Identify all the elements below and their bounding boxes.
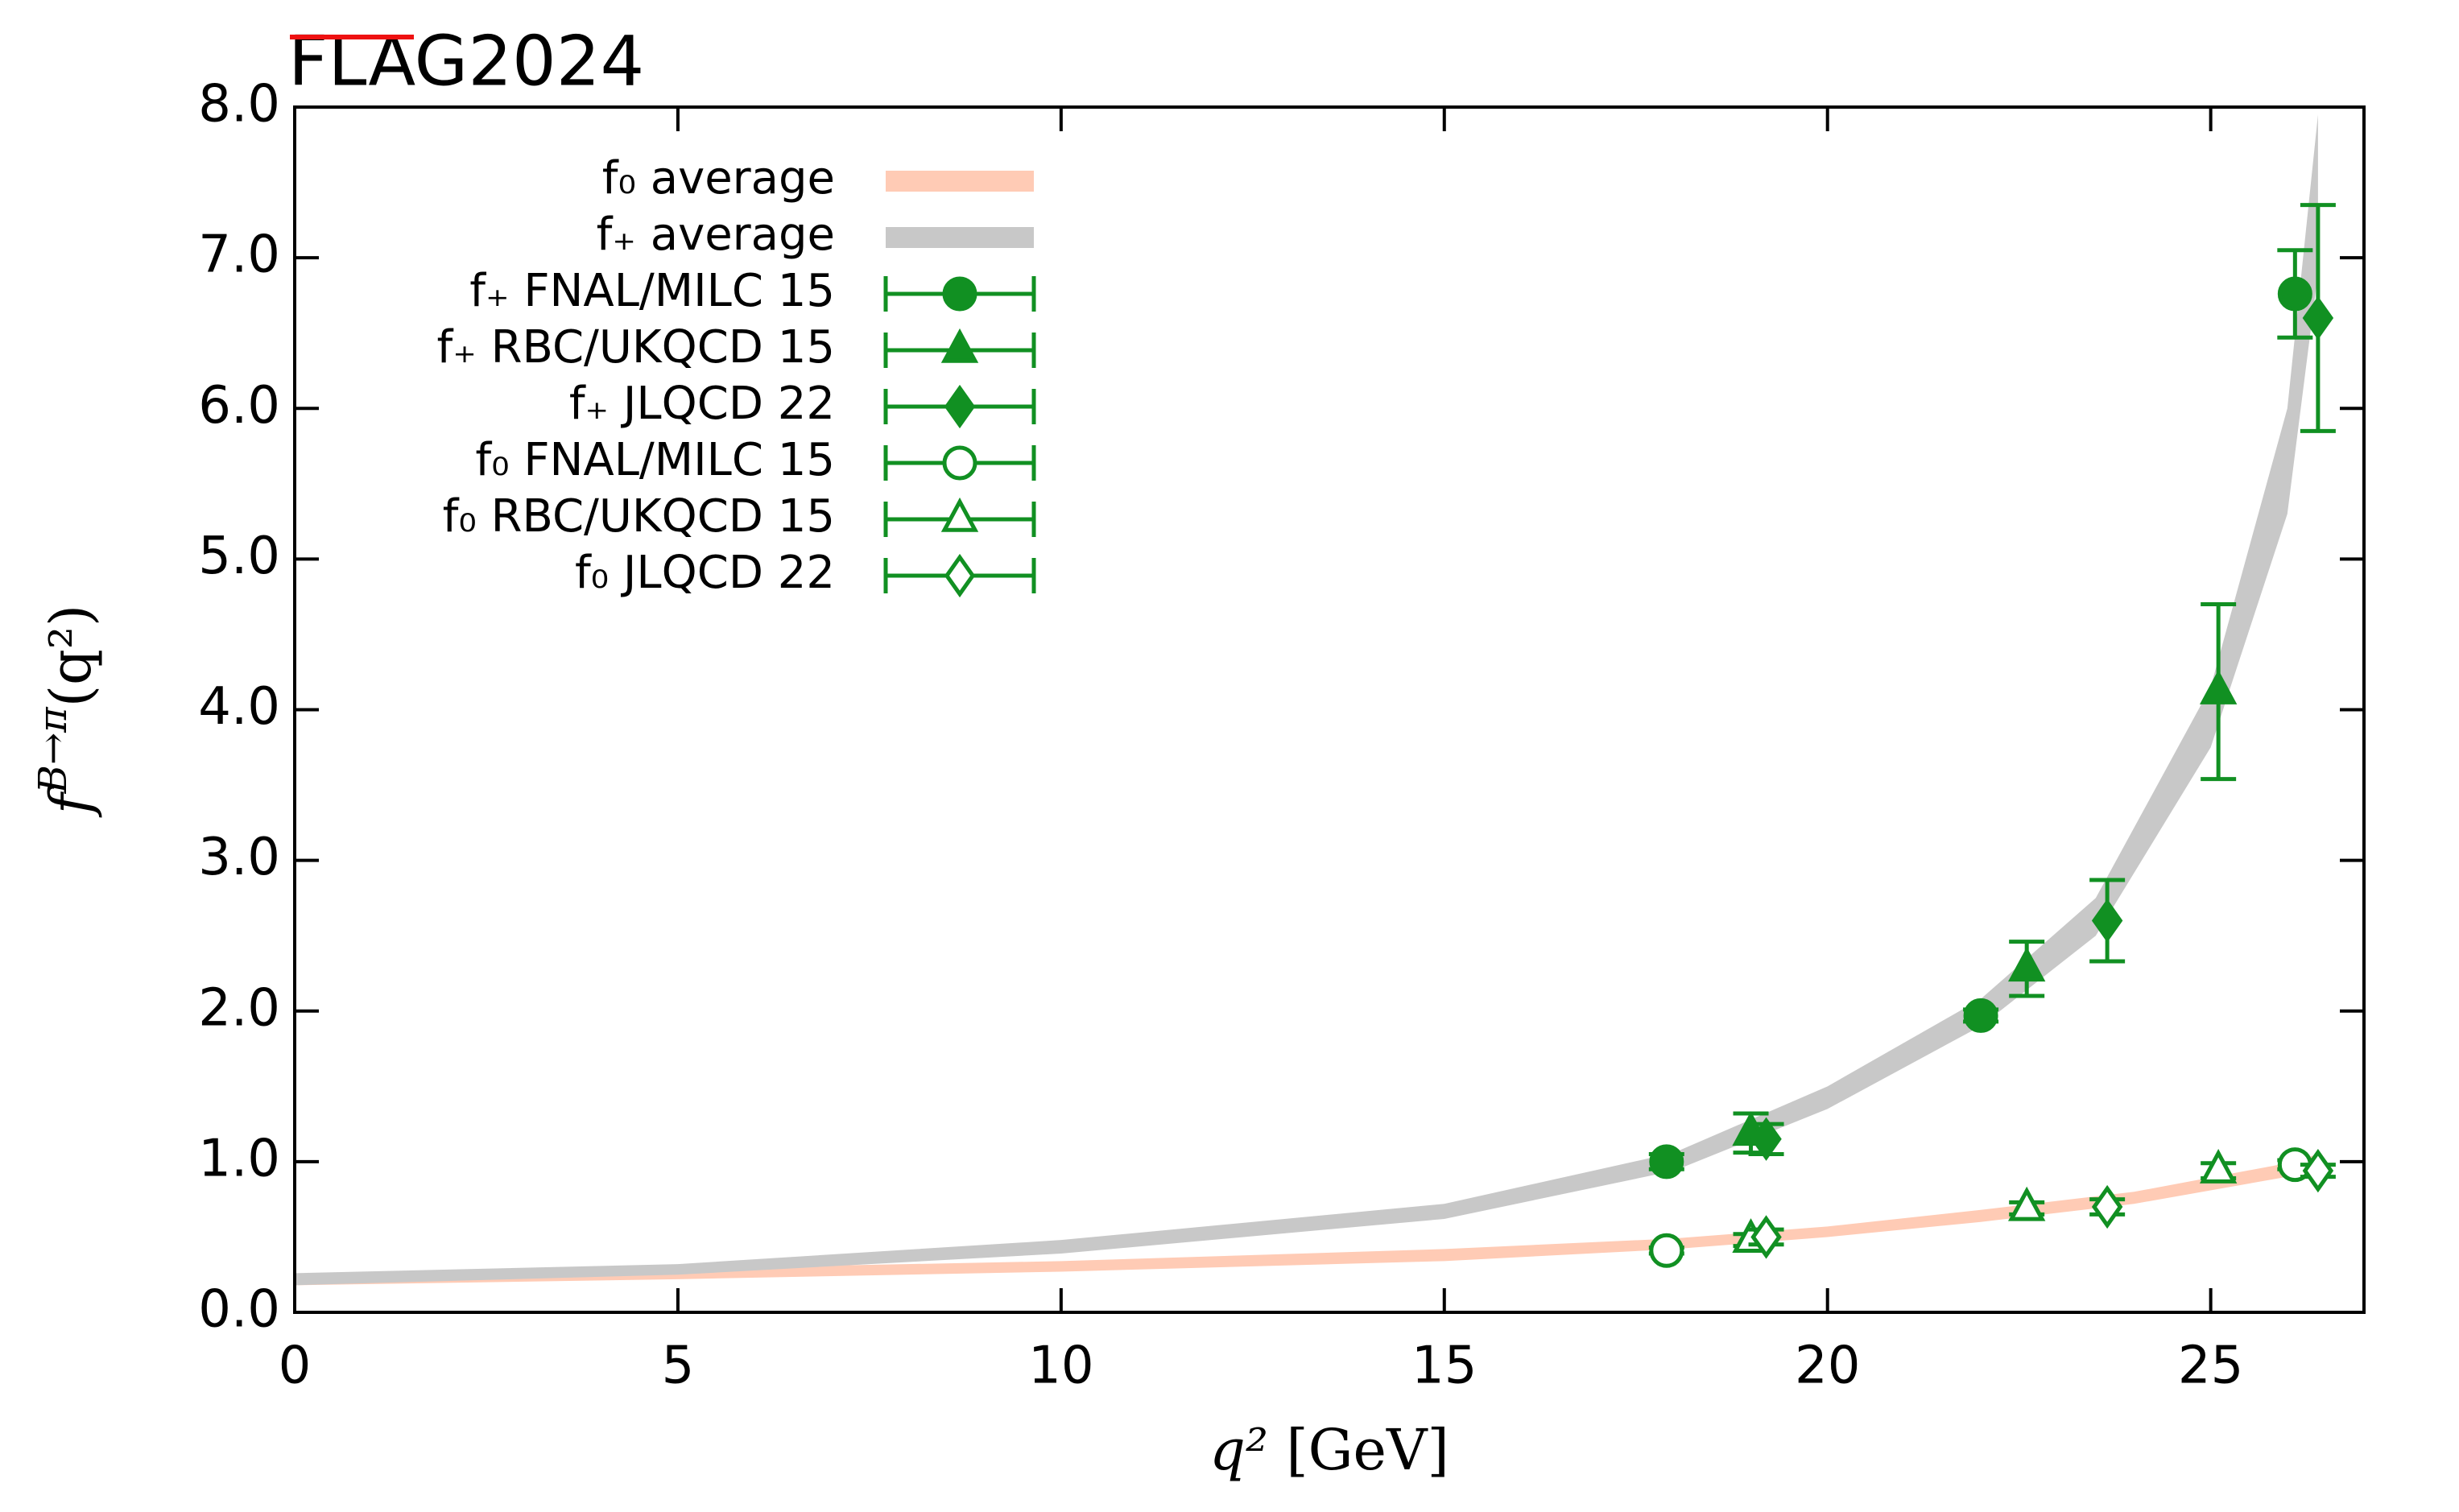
x-tick-label: 25	[2178, 1336, 2243, 1396]
legend-label: f₊ FNAL/MILC 15	[469, 265, 835, 317]
data-point	[2199, 669, 2238, 704]
y-label-argument: (q²)	[38, 605, 104, 708]
data-point	[1963, 998, 1998, 1033]
x-tick-label: 15	[1411, 1336, 1477, 1396]
legend-label: f₊ JLQCD 22	[569, 378, 835, 430]
legend-marker	[942, 445, 977, 481]
x-tick-label: 0	[279, 1336, 312, 1396]
legend-label: f₀ FNAL/MILC 15	[475, 434, 835, 486]
y-tick-label: 1.0	[198, 1129, 280, 1188]
y-tick-label: 7.0	[198, 225, 280, 285]
legend-marker	[940, 497, 979, 532]
legend-label: f₊ average	[597, 209, 835, 261]
data-point	[2091, 1184, 2123, 1229]
x-label-symbol: q²	[1209, 1417, 1268, 1483]
y-axis-label: fB→π(q²)	[31, 605, 104, 818]
data-point	[1649, 1144, 1684, 1179]
data-point	[2277, 276, 2312, 312]
y-tick-label: 4.0	[198, 677, 280, 737]
y-tick-label: 2.0	[198, 978, 280, 1038]
data-point	[2302, 295, 2334, 341]
chart-title: FLAG2024	[288, 21, 644, 101]
x-axis-label: q² [GeV]	[1209, 1417, 1449, 1483]
y-tick-label: 8.0	[198, 75, 280, 134]
legend-marker	[940, 328, 979, 363]
legend-marker	[942, 276, 977, 312]
y-label-superscript: B→π	[31, 706, 76, 794]
data-point	[2007, 947, 2046, 982]
legend-label: f₊ RBC/UKQCD 15	[437, 321, 835, 374]
data-point	[1750, 1215, 1782, 1259]
data-point	[2007, 1186, 2046, 1221]
data-point	[1649, 1233, 1684, 1268]
x-tick-label: 10	[1028, 1336, 1093, 1396]
y-tick-label: 6.0	[198, 376, 280, 436]
legend-marker	[944, 384, 976, 429]
x-tick-label: 20	[1795, 1336, 1860, 1396]
data-point	[1750, 1117, 1782, 1161]
y-tick-label: 3.0	[198, 828, 280, 887]
y-tick-label: 5.0	[198, 527, 280, 586]
legend-label: f₀ average	[602, 152, 835, 204]
legend-label: f₀ RBC/UKQCD 15	[443, 490, 835, 543]
y-tick-label: 0.0	[198, 1280, 280, 1340]
legend-label: f₀ JLQCD 22	[575, 547, 835, 599]
data-point	[2091, 899, 2123, 943]
data-point	[2302, 1148, 2334, 1193]
data-point	[2199, 1148, 2238, 1184]
x-tick-label: 5	[662, 1336, 695, 1396]
legend-marker	[944, 553, 976, 598]
x-label-unit: [GeV]	[1286, 1417, 1449, 1483]
